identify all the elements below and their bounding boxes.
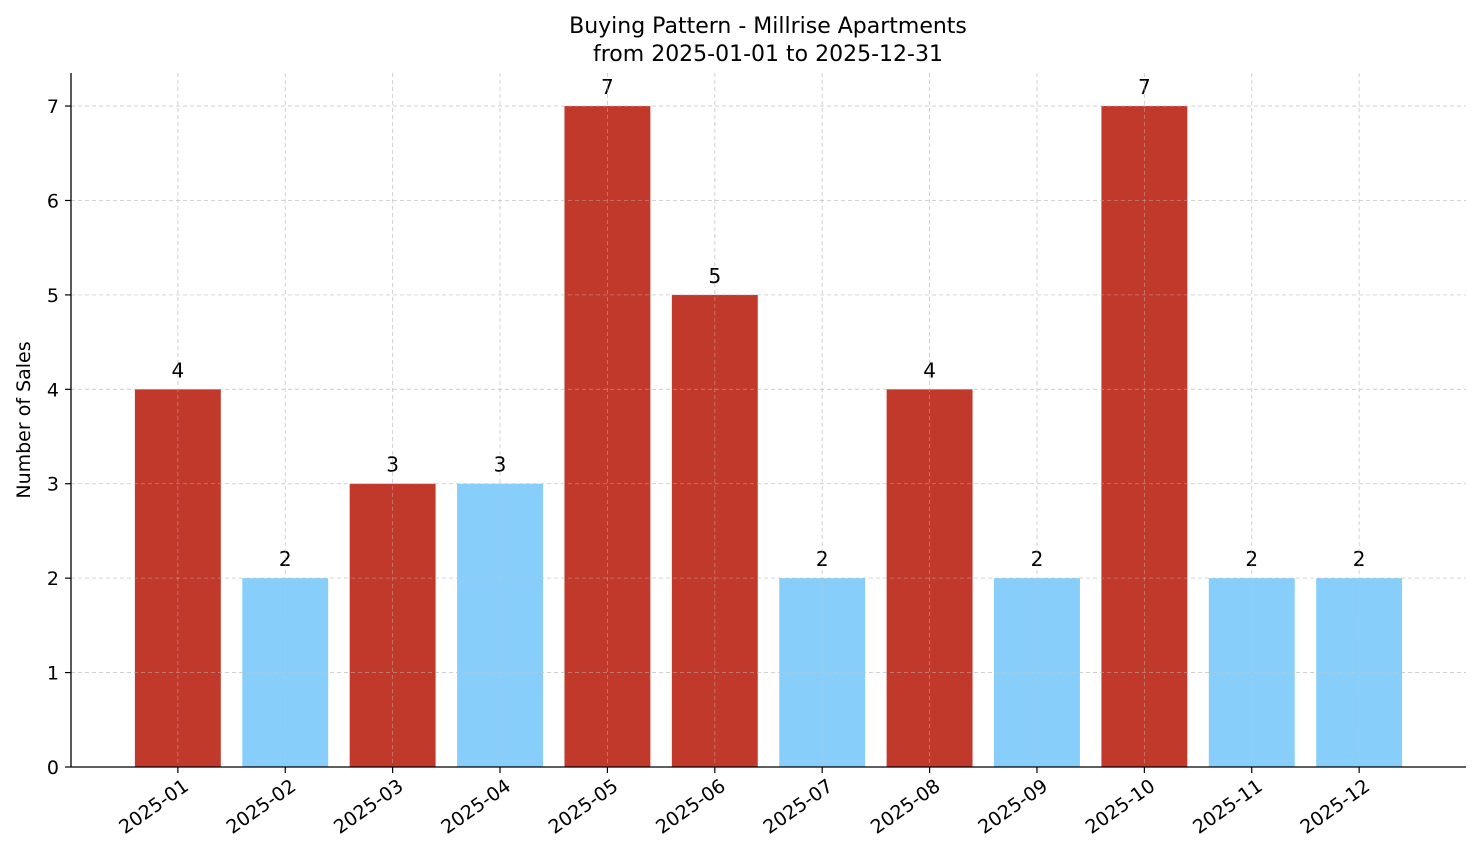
data-label: 3	[494, 453, 507, 477]
bar	[1208, 578, 1295, 767]
y-tick-label: 0	[47, 757, 59, 779]
y-tick-label: 7	[47, 96, 59, 118]
x-tick-label: 2025-01	[115, 775, 193, 839]
x-tick-label: 2025-08	[867, 775, 945, 839]
data-label: 5	[708, 264, 721, 288]
x-tick-label: 2025-10	[1082, 775, 1160, 839]
chart-subtitle: from 2025-01-01 to 2025-12-31	[593, 42, 943, 67]
y-tick-label: 1	[47, 663, 59, 685]
y-tick-label: 5	[47, 285, 59, 307]
x-tick-label: 2025-11	[1189, 775, 1267, 839]
y-tick-label: 4	[47, 379, 59, 401]
y-axis-label: Number of Sales	[13, 341, 35, 498]
y-tick-label: 3	[47, 474, 59, 496]
y-tick-label: 2	[47, 568, 59, 590]
x-tick-label: 2025-03	[330, 775, 408, 839]
bar	[1101, 106, 1188, 768]
y-tick-label: 6	[47, 190, 59, 212]
x-tick-label: 2025-02	[222, 775, 300, 839]
x-tick-label: 2025-07	[759, 775, 837, 839]
x-tick-label: 2025-04	[437, 775, 515, 839]
data-label: 3	[386, 453, 399, 477]
bar	[564, 106, 651, 768]
chart-title: Buying Pattern - Millrise Apartments	[569, 14, 967, 39]
x-tick-label: 2025-05	[545, 775, 623, 839]
x-tick-label: 2025-12	[1296, 775, 1374, 839]
bars	[134, 106, 1403, 768]
x-tick-label: 2025-06	[652, 775, 730, 839]
x-tick-label: 2025-09	[974, 775, 1052, 839]
